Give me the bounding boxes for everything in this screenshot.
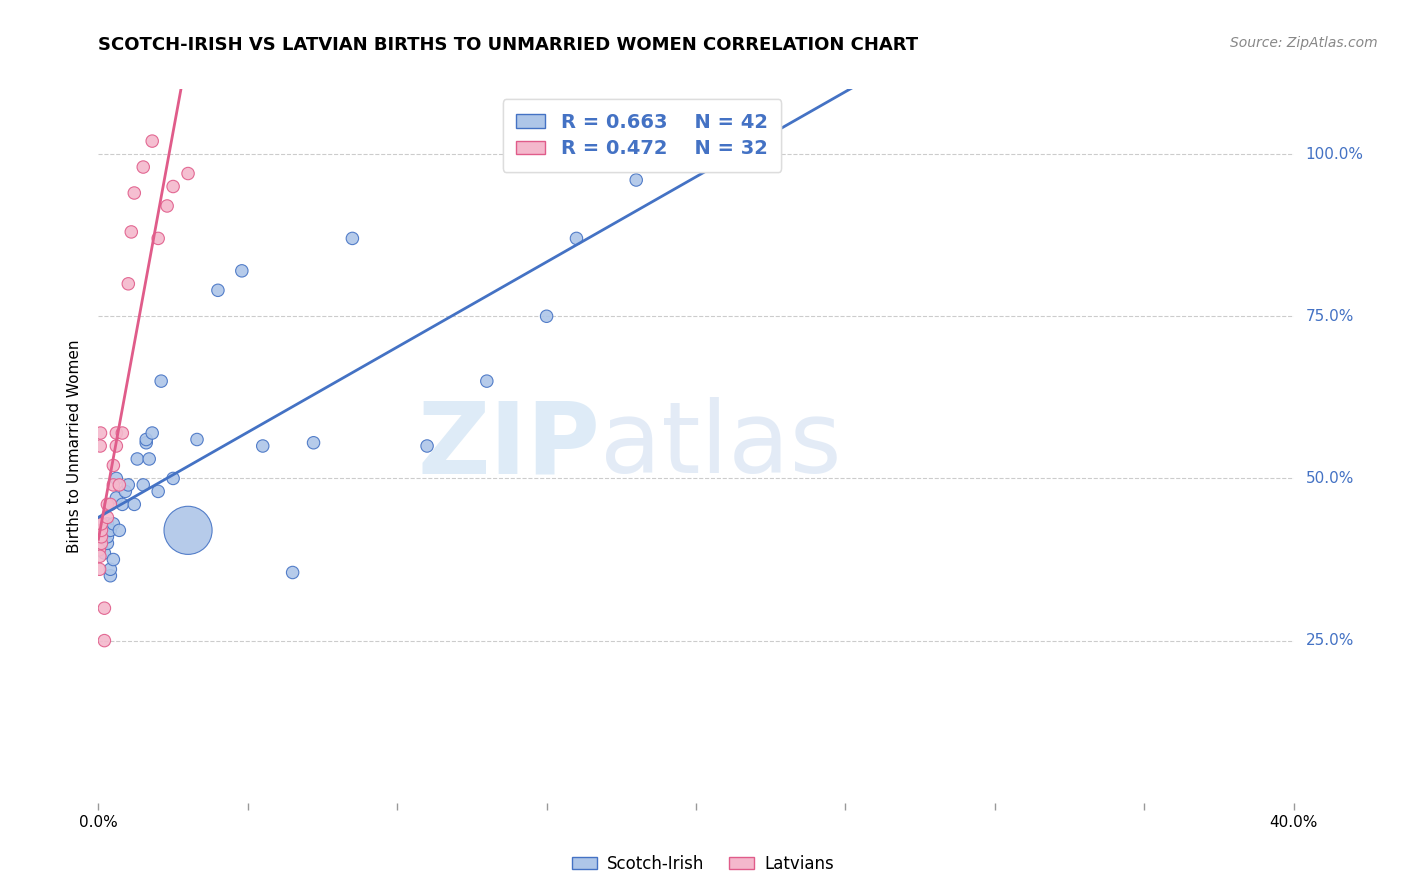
Point: [132, 478, 155, 492]
Point: [156, 199, 179, 213]
Point: [96, 530, 118, 544]
Point: [281, 566, 304, 580]
Point: [93, 546, 115, 560]
Point: [96, 536, 118, 550]
Point: [207, 283, 229, 297]
Point: [90, 516, 112, 531]
Point: [90, 540, 112, 554]
Point: [416, 439, 439, 453]
Y-axis label: Births to Unmarried Women: Births to Unmarried Women: [67, 339, 83, 553]
Point: [96, 516, 118, 531]
Point: [141, 134, 163, 148]
Point: [105, 471, 128, 485]
Point: [302, 435, 325, 450]
Point: [117, 478, 139, 492]
Point: [90, 526, 112, 541]
Point: [114, 484, 136, 499]
Point: [105, 439, 128, 453]
Point: [342, 231, 364, 245]
Point: [90, 516, 112, 531]
Point: [669, 144, 692, 158]
Text: 100.0%: 100.0%: [1305, 146, 1364, 161]
Text: atlas: atlas: [600, 398, 842, 494]
Point: [90, 536, 112, 550]
Text: Source: ZipAtlas.com: Source: ZipAtlas.com: [1230, 36, 1378, 50]
Point: [96, 510, 118, 524]
Point: [685, 144, 707, 158]
Point: [98, 497, 122, 511]
Point: [150, 374, 173, 388]
Point: [103, 552, 125, 566]
Point: [252, 439, 274, 453]
Point: [96, 497, 118, 511]
Point: [536, 310, 558, 324]
Point: [120, 225, 142, 239]
Legend: R = 0.663    N = 42, R = 0.472    N = 32: R = 0.663 N = 42, R = 0.472 N = 32: [502, 99, 782, 172]
Point: [89, 425, 111, 440]
Point: [89, 549, 111, 564]
Text: 75.0%: 75.0%: [1305, 309, 1354, 324]
Point: [98, 562, 122, 576]
Point: [90, 524, 112, 538]
Point: [90, 530, 112, 544]
Point: [103, 478, 125, 492]
Point: [132, 160, 155, 174]
Point: [177, 524, 200, 538]
Point: [162, 471, 184, 485]
Point: [108, 524, 131, 538]
Point: [93, 633, 115, 648]
Legend: Scotch-Irish, Latvians: Scotch-Irish, Latvians: [565, 848, 841, 880]
Text: 25.0%: 25.0%: [1305, 633, 1354, 648]
Point: [89, 439, 111, 453]
Point: [89, 530, 111, 544]
Point: [186, 433, 208, 447]
Text: SCOTCH-IRISH VS LATVIAN BIRTHS TO UNMARRIED WOMEN CORRELATION CHART: SCOTCH-IRISH VS LATVIAN BIRTHS TO UNMARR…: [98, 36, 918, 54]
Point: [98, 568, 122, 582]
Point: [162, 179, 184, 194]
Point: [135, 433, 157, 447]
Point: [231, 264, 253, 278]
Point: [105, 425, 128, 440]
Text: ZIP: ZIP: [418, 398, 600, 494]
Point: [624, 173, 647, 187]
Text: 50.0%: 50.0%: [1305, 471, 1354, 486]
Point: [124, 186, 146, 200]
Point: [565, 231, 588, 245]
Point: [135, 435, 157, 450]
Point: [141, 425, 163, 440]
Point: [93, 601, 115, 615]
Point: [111, 497, 134, 511]
Point: [111, 425, 134, 440]
Point: [148, 231, 170, 245]
Point: [89, 562, 111, 576]
Point: [103, 516, 125, 531]
Point: [89, 542, 111, 557]
Point: [103, 458, 125, 473]
Point: [124, 497, 146, 511]
Point: [138, 452, 160, 467]
Point: [87, 524, 110, 538]
Point: [98, 524, 122, 538]
Point: [148, 484, 170, 499]
Point: [117, 277, 139, 291]
Point: [475, 374, 498, 388]
Point: [105, 491, 128, 505]
Point: [127, 452, 149, 467]
Point: [108, 478, 131, 492]
Point: [177, 167, 200, 181]
